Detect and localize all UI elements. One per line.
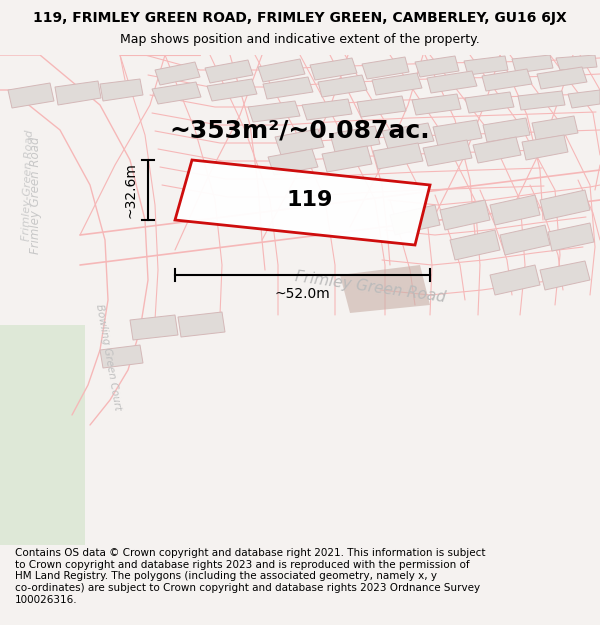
Polygon shape: [0, 325, 85, 545]
Polygon shape: [178, 312, 225, 337]
Text: Bowling Green Court: Bowling Green Court: [94, 303, 122, 411]
Polygon shape: [440, 200, 490, 230]
Polygon shape: [518, 91, 565, 110]
Polygon shape: [548, 223, 594, 251]
Polygon shape: [540, 190, 590, 220]
Polygon shape: [55, 81, 101, 105]
Polygon shape: [415, 56, 459, 77]
Polygon shape: [302, 99, 352, 120]
Polygon shape: [372, 73, 422, 95]
Polygon shape: [382, 123, 434, 149]
Polygon shape: [100, 79, 143, 101]
Polygon shape: [482, 69, 532, 91]
Polygon shape: [268, 149, 318, 175]
Polygon shape: [330, 126, 380, 152]
Polygon shape: [568, 90, 600, 108]
Polygon shape: [556, 55, 597, 70]
Polygon shape: [275, 129, 324, 155]
Polygon shape: [155, 62, 200, 85]
Polygon shape: [322, 146, 372, 172]
Polygon shape: [390, 205, 440, 235]
Text: Frimley Green Road: Frimley Green Road: [29, 136, 41, 254]
Polygon shape: [175, 160, 430, 245]
Polygon shape: [258, 59, 305, 82]
Polygon shape: [450, 230, 500, 260]
Text: Frimley-Green Road: Frimley-Green Road: [21, 129, 35, 241]
Polygon shape: [465, 92, 514, 113]
Polygon shape: [500, 225, 550, 255]
Text: ~32.6m: ~32.6m: [124, 162, 138, 218]
Polygon shape: [512, 55, 553, 73]
Polygon shape: [423, 140, 472, 166]
Polygon shape: [263, 77, 313, 99]
Polygon shape: [310, 58, 357, 80]
Polygon shape: [537, 67, 587, 89]
Polygon shape: [522, 135, 568, 160]
Polygon shape: [248, 101, 300, 122]
Text: Map shows position and indicative extent of the property.: Map shows position and indicative extent…: [120, 33, 480, 46]
Polygon shape: [532, 116, 578, 140]
Polygon shape: [483, 118, 530, 142]
Text: ~353m²/~0.087ac.: ~353m²/~0.087ac.: [170, 118, 430, 142]
Polygon shape: [340, 265, 430, 313]
Polygon shape: [207, 79, 257, 101]
Text: ~52.0m: ~52.0m: [275, 287, 331, 301]
Polygon shape: [464, 56, 508, 75]
Polygon shape: [152, 82, 201, 104]
Text: 119, FRIMLEY GREEN ROAD, FRIMLEY GREEN, CAMBERLEY, GU16 6JX: 119, FRIMLEY GREEN ROAD, FRIMLEY GREEN, …: [33, 11, 567, 24]
Text: Frimley Green Road: Frimley Green Road: [293, 269, 446, 305]
Polygon shape: [373, 143, 423, 169]
Polygon shape: [362, 57, 409, 79]
Polygon shape: [8, 83, 54, 108]
Polygon shape: [205, 60, 253, 83]
Polygon shape: [490, 265, 540, 295]
Polygon shape: [318, 75, 367, 97]
Polygon shape: [473, 137, 521, 163]
Polygon shape: [412, 94, 461, 115]
Polygon shape: [357, 96, 406, 117]
Polygon shape: [100, 345, 143, 368]
Polygon shape: [540, 261, 590, 290]
Text: Contains OS data © Crown copyright and database right 2021. This information is : Contains OS data © Crown copyright and d…: [15, 548, 485, 604]
Polygon shape: [490, 195, 540, 225]
Text: 119: 119: [287, 190, 333, 210]
Polygon shape: [130, 315, 178, 340]
Polygon shape: [433, 120, 482, 146]
Polygon shape: [427, 71, 477, 93]
